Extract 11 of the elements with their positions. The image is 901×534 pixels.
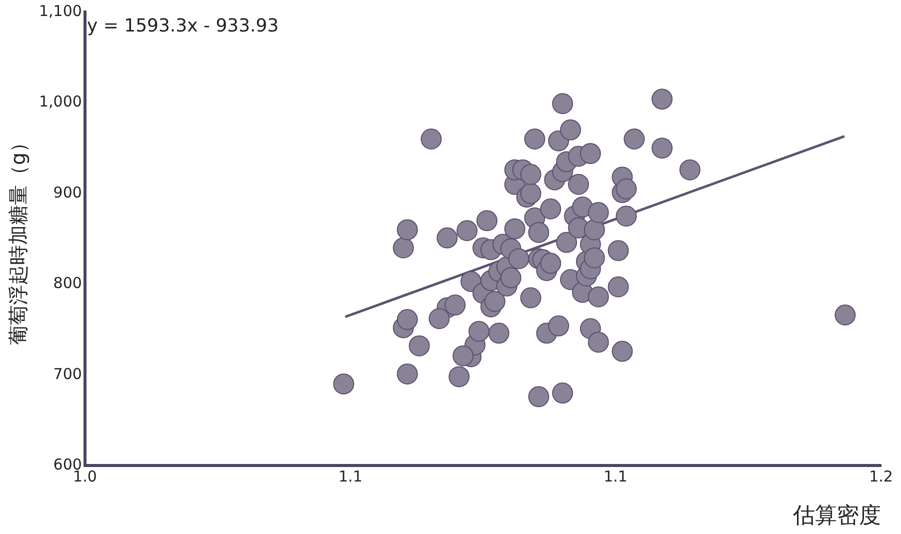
y-tick-label: 900	[53, 183, 82, 202]
x-tick-label: 1.1	[604, 467, 628, 486]
y-tick-label: 800	[53, 274, 82, 292]
x-axis-title: 估算密度	[792, 504, 881, 529]
x-tick-label: 1.2	[869, 467, 893, 486]
y-axis-title: 葡萄浮起時加糖量（g）	[6, 132, 30, 346]
y-tick-label: 1,000	[38, 92, 82, 111]
y-tick-label: 1,100	[38, 2, 82, 20]
y-tick-label: 700	[53, 364, 82, 383]
annotation: y = 1593.3x - 933.93	[86, 16, 279, 37]
x-tick-label: 1.1	[338, 467, 362, 486]
